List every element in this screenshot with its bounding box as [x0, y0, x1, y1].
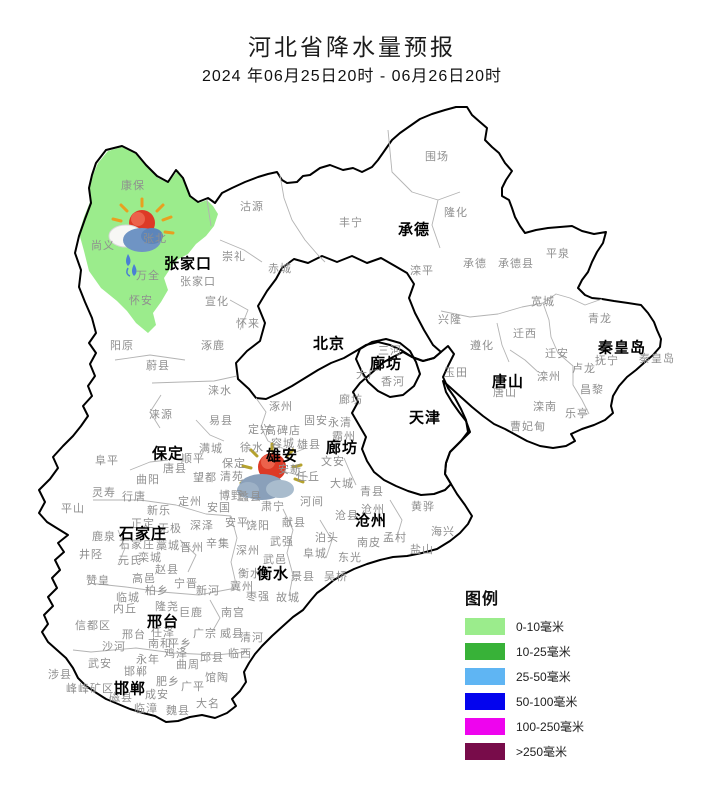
legend-item: 50-100毫米	[465, 692, 645, 710]
legend-item: >250毫米	[465, 742, 645, 760]
partly-cloudy-icon	[237, 442, 305, 500]
legend-label: 10-25毫米	[516, 644, 571, 659]
county-borders	[72, 129, 603, 656]
legend-swatch	[465, 717, 505, 735]
legend-item: 0-10毫米	[465, 617, 645, 635]
legend-label: >250毫米	[516, 744, 568, 759]
legend-title: 图例	[465, 591, 500, 608]
langfang-enclave-boundary	[355, 338, 421, 398]
legend-swatch	[465, 742, 505, 760]
legend: 图例 0-10毫米 10-25毫米 25-50毫米 50-100毫米 100-250毫米…	[465, 585, 645, 767]
shower-icon	[108, 197, 175, 277]
legend-label: 50-100毫米	[516, 694, 578, 709]
legend-swatch	[465, 617, 505, 635]
beijing-boundary	[235, 255, 442, 400]
page-title: 河北省降水量预报	[248, 34, 456, 60]
legend-swatch	[465, 667, 505, 685]
date-range: 2024 年06月25日20时 - 06月26日20时	[201, 68, 503, 85]
legend-item: 100-250毫米	[465, 717, 645, 735]
legend-swatch	[465, 692, 505, 710]
legend-items: 0-10毫米 10-25毫米 25-50毫米 50-100毫米 100-250毫米 >25…	[465, 617, 645, 760]
legend-item: 10-25毫米	[465, 642, 645, 660]
legend-swatch	[465, 642, 505, 660]
legend-label: 0-10毫米	[516, 619, 565, 634]
hebei-outer-boundary	[38, 106, 662, 723]
legend-item: 25-50毫米	[465, 667, 645, 685]
tianjin-boundary	[351, 345, 469, 496]
legend-label: 100-250毫米	[516, 719, 585, 734]
legend-label: 25-50毫米	[516, 669, 571, 684]
